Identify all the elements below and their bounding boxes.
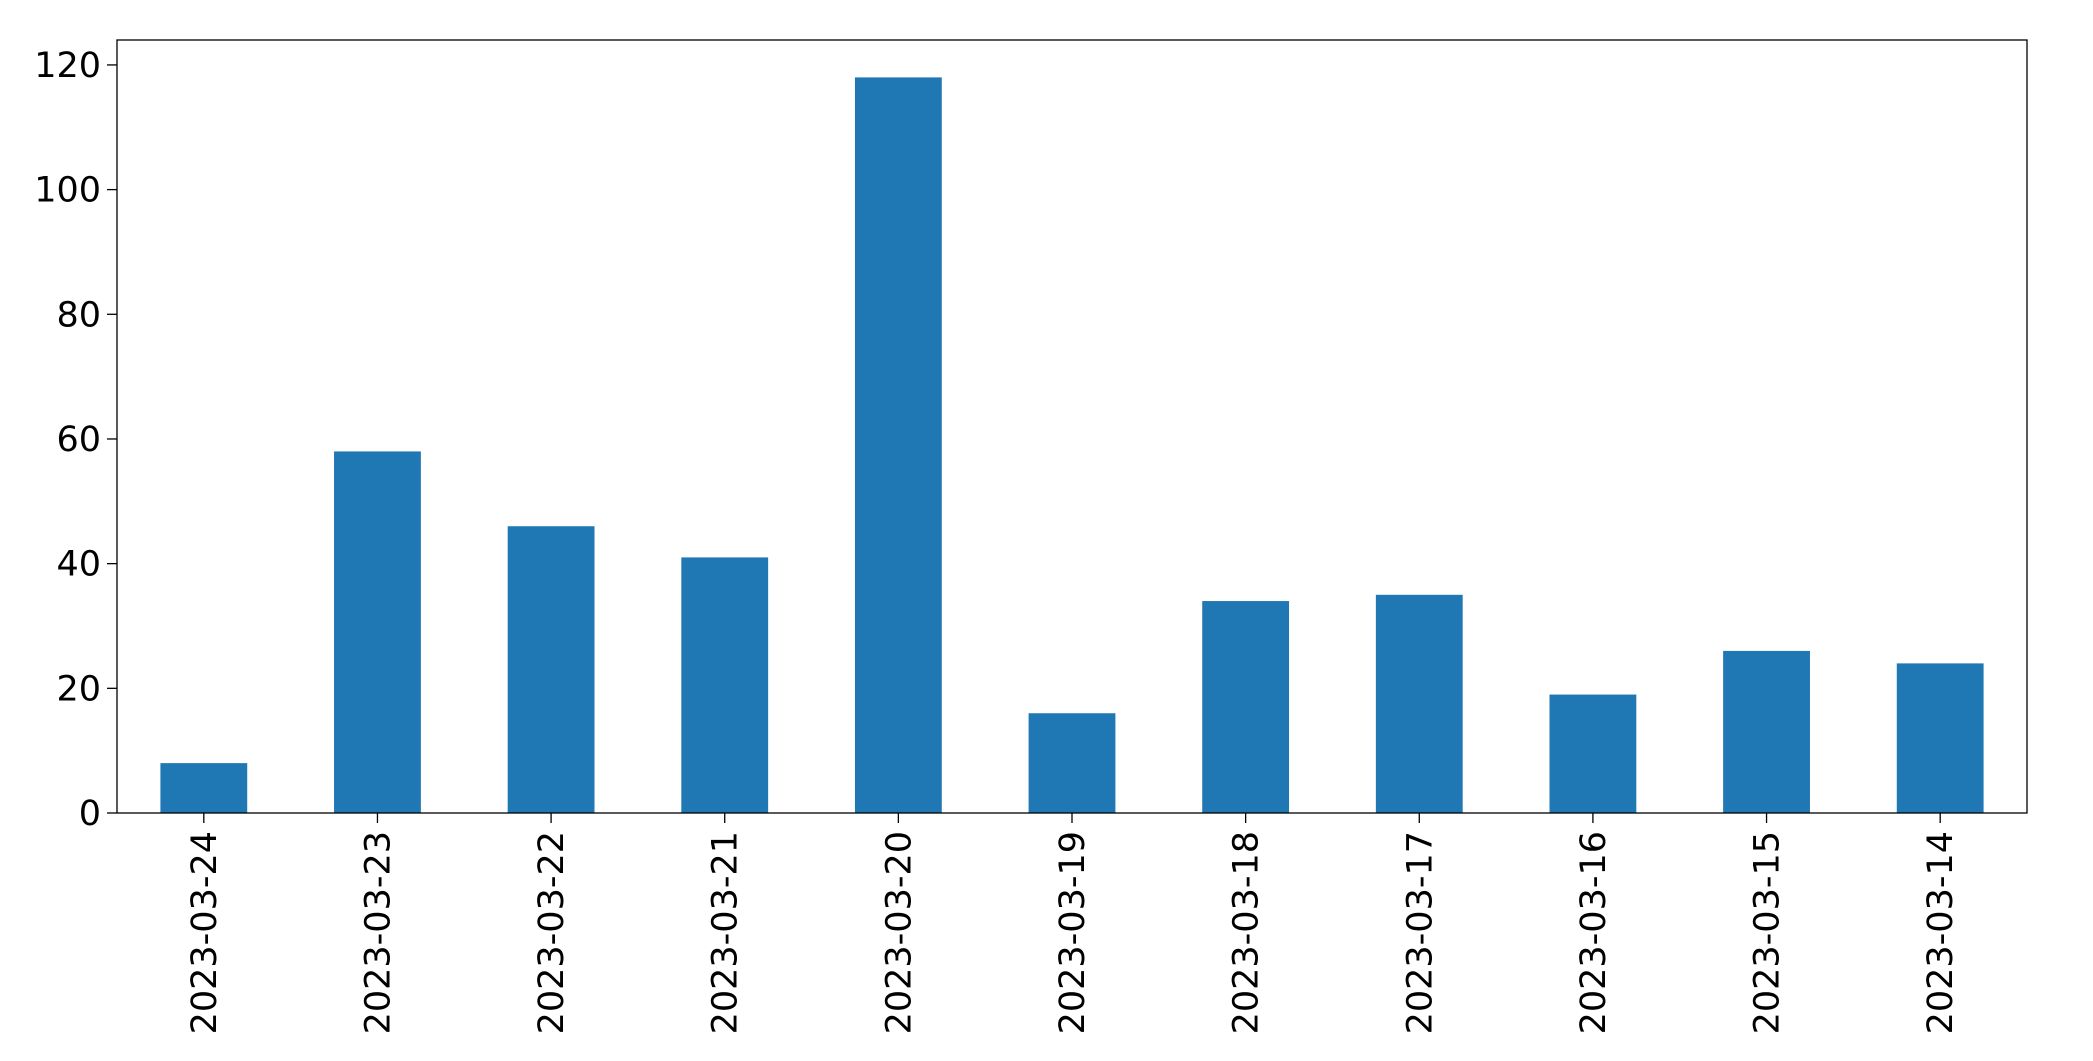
x-tick-label: 2023-03-15 <box>1748 831 1788 1034</box>
x-tick-label: 2023-03-19 <box>1053 831 1093 1034</box>
x-tick-label: 2023-03-14 <box>1921 831 1961 1034</box>
bar <box>1549 694 1637 813</box>
x-tick-label: 2023-03-18 <box>1227 831 1267 1034</box>
x-tick-label: 2023-03-23 <box>358 831 398 1034</box>
x-tick-label: 2023-03-24 <box>185 831 225 1034</box>
plot-frame <box>116 39 2028 814</box>
x-tick-label: 2023-03-22 <box>532 831 572 1034</box>
bar <box>1375 594 1463 813</box>
x-tick-label: 2023-03-20 <box>879 831 919 1034</box>
y-tick-label: 100 <box>34 171 101 211</box>
y-tick-label: 40 <box>56 545 101 585</box>
bar <box>334 451 421 813</box>
y-tick-label: 60 <box>56 420 101 460</box>
x-tick-label: 2023-03-16 <box>1574 831 1614 1034</box>
y-tick-label: 20 <box>56 669 101 709</box>
y-tick-label: 0 <box>79 794 101 834</box>
bar <box>507 526 595 813</box>
bar <box>160 763 248 813</box>
y-tick-label: 120 <box>34 46 101 86</box>
x-tick-label: 2023-03-21 <box>706 831 746 1034</box>
bar <box>1202 601 1290 813</box>
bar <box>1896 663 1984 813</box>
bar <box>681 557 769 813</box>
bar <box>1723 650 1810 813</box>
y-tick-label: 80 <box>56 295 101 335</box>
x-tick-label: 2023-03-17 <box>1400 831 1440 1034</box>
bar <box>854 77 942 814</box>
bar <box>1028 713 1116 813</box>
